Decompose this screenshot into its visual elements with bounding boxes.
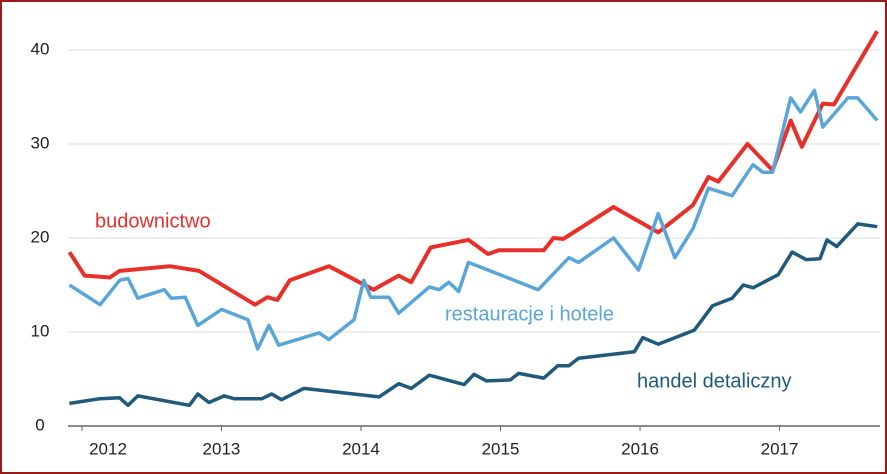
- y-tick-label: 0: [35, 415, 44, 434]
- x-tick-label: 2013: [203, 439, 241, 458]
- x-tick-label: 2016: [621, 439, 659, 458]
- series-label: restauracje i hotele: [445, 303, 614, 325]
- y-tick-label: 10: [31, 321, 50, 340]
- series-label: handel detaliczny: [637, 370, 792, 392]
- x-tick-label: 2015: [482, 439, 520, 458]
- x-tick-label: 2017: [761, 439, 799, 458]
- series-line: [67, 30, 879, 307]
- x-tick-label: 2014: [342, 439, 380, 458]
- series-line: [69, 222, 878, 408]
- x-tick-label: 2012: [89, 439, 127, 458]
- y-tick-label: 20: [31, 227, 50, 246]
- y-tick-label: 30: [31, 133, 50, 152]
- series-line: [68, 88, 879, 351]
- y-tick-label: 40: [31, 39, 50, 58]
- series-label: budownictwo: [95, 210, 211, 232]
